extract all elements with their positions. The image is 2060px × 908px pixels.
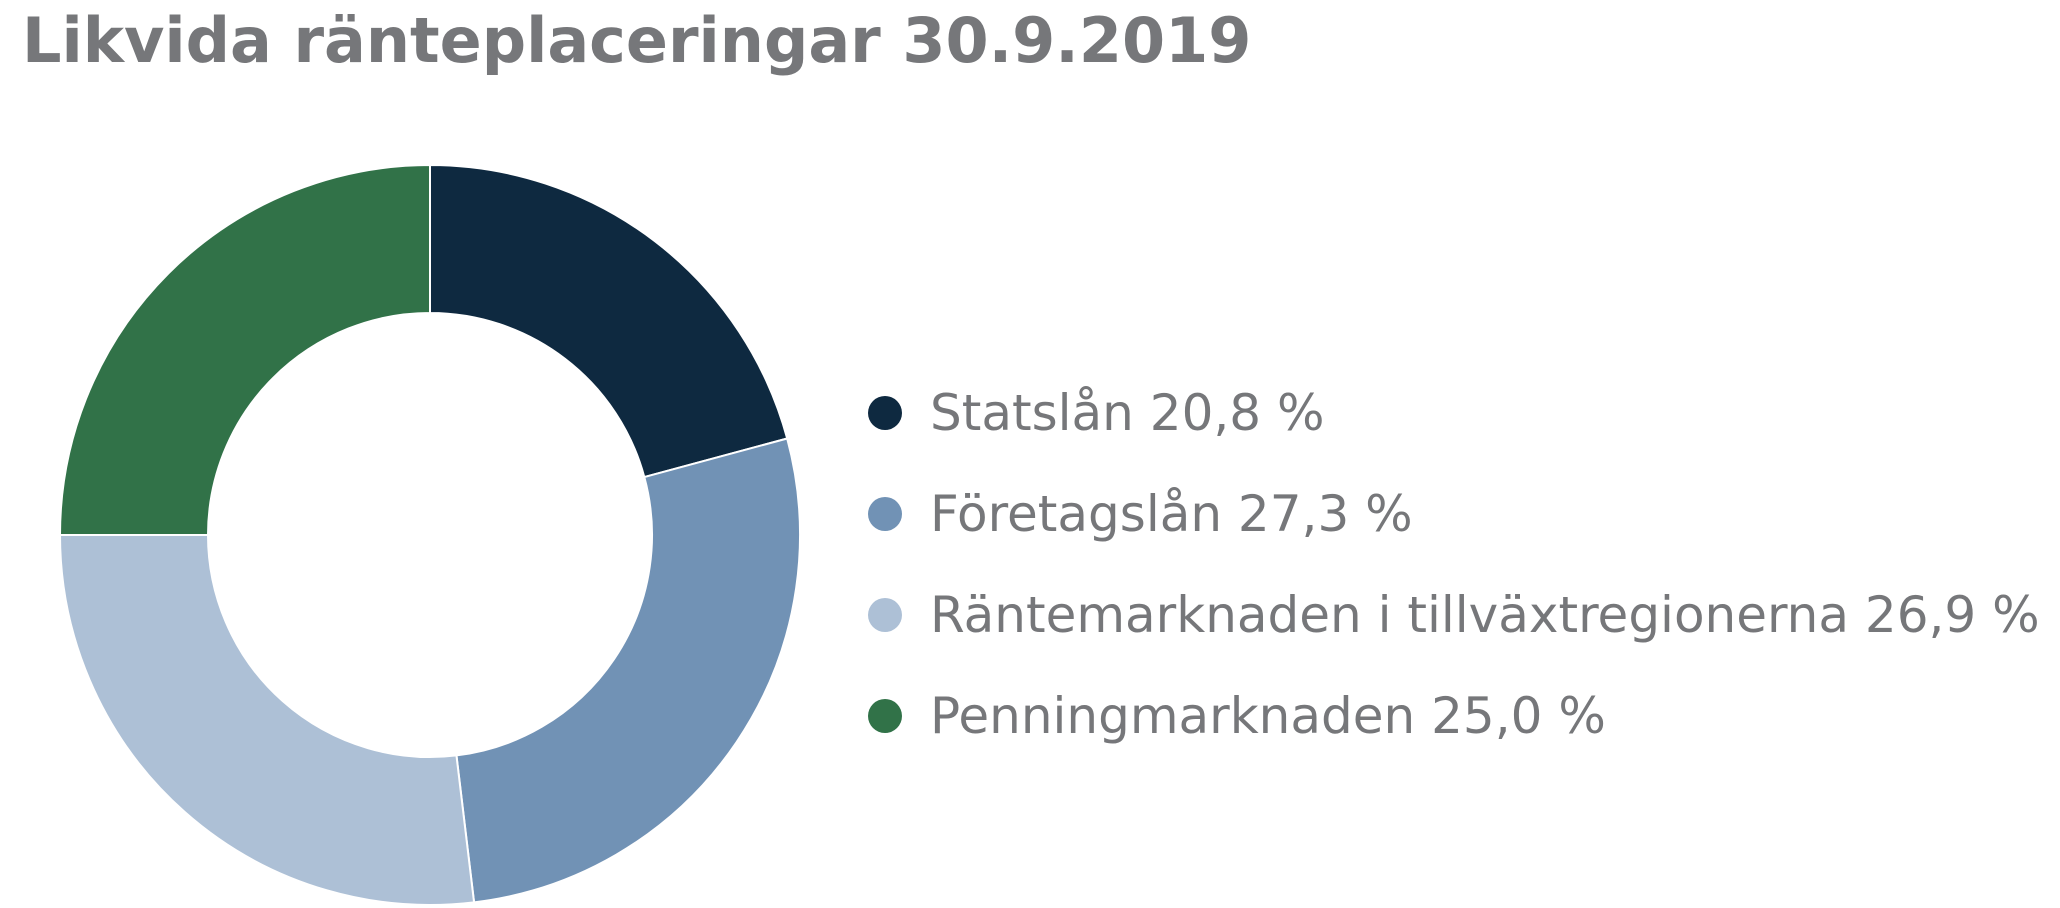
legend-item: Penningmarknaden 25,0 % <box>868 665 2040 766</box>
legend-item: Räntemarknaden i tillväxtregionerna 26,9… <box>868 564 2040 665</box>
donut-slice-3 <box>58 534 476 906</box>
legend-swatch <box>868 698 902 733</box>
legend-swatch <box>868 395 902 430</box>
donut-slice-1 <box>429 163 789 479</box>
legend-label: Företagslån 27,3 % <box>930 484 1413 543</box>
chart-legend: Statslån 20,8 % Företagslån 27,3 % Räntema… <box>868 362 2040 766</box>
legend-item: Statslån 20,8 % <box>868 362 2040 463</box>
donut-chart <box>58 163 801 906</box>
legend-item: Företagslån 27,3 % <box>868 463 2040 564</box>
donut-slice-2 <box>455 437 801 904</box>
donut-slice-4 <box>58 163 431 536</box>
legend-label: Statslån 20,8 % <box>930 383 1325 442</box>
chart-title: Likvida ränteplaceringar 30.9.2019 <box>22 4 1252 77</box>
legend-swatch <box>868 597 902 632</box>
legend-label: Penningmarknaden 25,0 % <box>930 686 1606 745</box>
legend-label: Räntemarknaden i tillväxtregionerna 26,9… <box>930 585 2040 644</box>
legend-swatch <box>868 496 902 531</box>
